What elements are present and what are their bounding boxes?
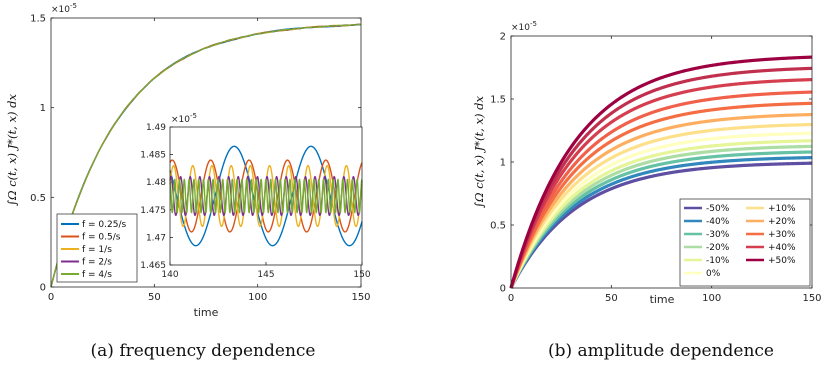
panel-a-xtick-label: 50 — [148, 292, 161, 303]
panel-a-y-exponent: ×10-5 — [51, 2, 77, 15]
legend-entry: +50% — [768, 256, 796, 266]
legend-entry: 0% — [706, 269, 721, 279]
panel-b-ytick-label: 1.5 — [490, 95, 506, 106]
legend-entry: f = 0.5/s — [82, 233, 121, 243]
panel-a-inset: 140 145 150 1.465 1.47 1.475 1.48 1.485 1.49 ×10… — [140, 112, 371, 280]
inset-ytick-label: 1.49 — [146, 123, 166, 133]
legend-entry: +20% — [768, 217, 796, 227]
panel-a-frequency: ∫Ω c(t, x) J*(t, x) dx ×10-5 0 50 100 150 0 0… — [5, 2, 371, 361]
legend-entry: -20% — [706, 243, 730, 253]
legend-entry: +10% — [768, 204, 796, 214]
inset-xtick-label: 150 — [353, 270, 370, 280]
panel-a-ytick-label: 1 — [40, 103, 46, 114]
legend-entry: -10% — [706, 256, 730, 266]
panel-a-xtick-label: 100 — [248, 292, 267, 303]
inset-xtick-label: 145 — [257, 270, 274, 280]
panel-b-caption: (b) amplitude dependence — [548, 341, 774, 361]
panel-a-caption: (a) frequency dependence — [91, 341, 316, 361]
panel-a-xtick-label: 0 — [48, 292, 54, 303]
panel-b-exponent-label: ×10-5 — [511, 20, 537, 33]
panel-b-y-exponent: ×10-5 — [511, 20, 537, 33]
inset-ytick-label: 1.48 — [146, 178, 166, 188]
panel-a-legend: f = 0.25/s f = 0.5/s f = 1/s f = 2/s f = 4/s — [57, 214, 137, 282]
panel-b-ytick-label: 2 — [500, 32, 506, 43]
legend-entry: -40% — [706, 217, 730, 227]
inset-ytick-label: 1.485 — [140, 151, 166, 161]
panel-b-xlabel: time — [650, 293, 675, 306]
panel-a-ytick-label: 0.5 — [30, 193, 46, 204]
inset-exponent-label: ×10-5 — [171, 112, 197, 125]
legend-entry: f = 2/s — [82, 258, 112, 268]
inset-y-exponent: ×10-5 — [171, 112, 197, 125]
legend-entry: -30% — [706, 230, 730, 240]
legend-entry: f = 4/s — [82, 270, 112, 280]
panel-a-ytick-label: 1.5 — [30, 14, 46, 25]
panel-b-ytick-label: 0.5 — [490, 221, 506, 232]
legend-entry: -50% — [706, 204, 730, 214]
panel-b-legend: -50% -40% -30% -20% -10% 0% +10% +20% +30% +40% +5… — [680, 199, 810, 286]
inset-xtick-label: 140 — [161, 270, 178, 280]
legend-entry: f = 0.25/s — [82, 220, 127, 230]
panel-b-xtick-label: 150 — [802, 293, 821, 304]
panel-b-ytick-label: 0 — [500, 284, 506, 295]
panel-b-xtick-label: 100 — [702, 293, 721, 304]
legend-entry: +30% — [768, 230, 796, 240]
inset-ytick-label: 1.475 — [140, 206, 166, 216]
panel-b-xtick-label: 0 — [508, 293, 514, 304]
panel-b-xtick-label: 50 — [605, 293, 618, 304]
legend-entry: +40% — [768, 243, 796, 253]
panel-a-exponent-label: ×10-5 — [51, 2, 77, 15]
panel-b-amplitude: ∫Ω c(t, x) J*(t, x) dx ×10-5 0 50 100 150 0 0… — [472, 20, 822, 361]
panel-b-ylabel: ∫Ω c(t, x) J*(t, x) dx — [472, 96, 486, 208]
panel-a-xlabel: time — [194, 306, 219, 319]
panel-b-ytick-label: 1 — [500, 158, 506, 169]
inset-ytick-label: 1.47 — [146, 233, 166, 243]
panel-a-xtick-label: 150 — [351, 292, 370, 303]
panel-a-ylabel: ∫Ω c(t, x) J*(t, x) dx — [5, 94, 19, 206]
panel-a-ytick-label: 0 — [40, 283, 46, 294]
inset-ytick-label: 1.465 — [140, 261, 166, 271]
legend-entry: f = 1/s — [82, 245, 112, 255]
